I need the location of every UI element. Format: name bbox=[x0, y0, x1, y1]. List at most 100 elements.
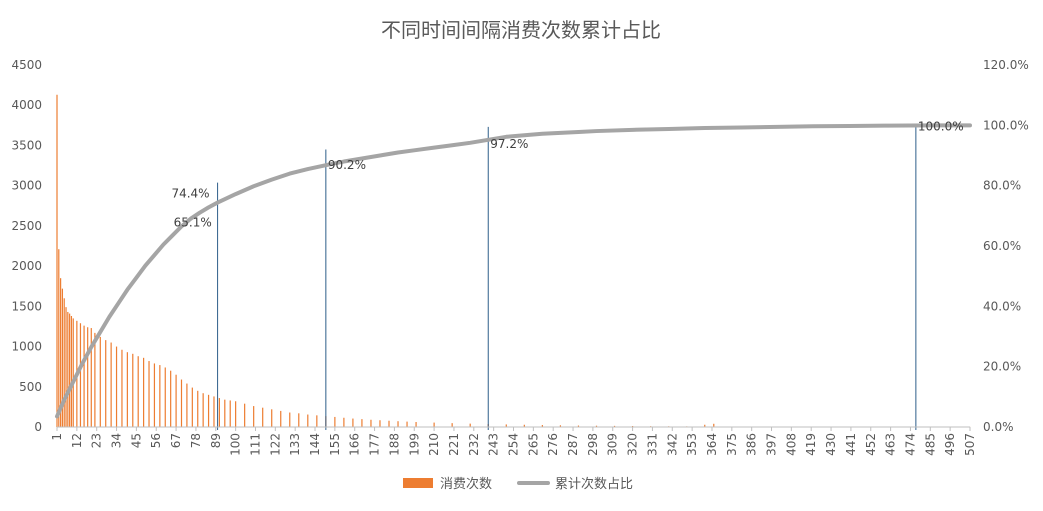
bar bbox=[224, 399, 226, 427]
bar bbox=[469, 423, 471, 427]
bar bbox=[298, 413, 300, 427]
x-tick-label: 177 bbox=[368, 433, 382, 456]
right-tick-label: 120.0% bbox=[983, 58, 1029, 72]
x-tick-label: 386 bbox=[745, 433, 759, 456]
bar bbox=[370, 419, 372, 427]
x-tick-label: 78 bbox=[189, 433, 203, 448]
left-tick-label: 3500 bbox=[11, 138, 42, 152]
data-label: 100.0% bbox=[918, 119, 964, 133]
x-tick-label: 309 bbox=[606, 433, 620, 456]
bar bbox=[90, 328, 92, 427]
x-tick-label: 320 bbox=[626, 433, 640, 456]
bar bbox=[170, 370, 172, 427]
x-tick-label: 419 bbox=[804, 433, 818, 456]
bar bbox=[137, 356, 139, 427]
x-tick-label: 67 bbox=[169, 433, 183, 448]
x-tick-label: 441 bbox=[844, 433, 858, 456]
x-tick-label: 485 bbox=[923, 433, 937, 456]
bar bbox=[110, 342, 112, 427]
bar bbox=[613, 425, 616, 427]
x-tick-label: 89 bbox=[209, 433, 223, 448]
right-tick-label: 60.0% bbox=[983, 239, 1021, 253]
bar bbox=[99, 336, 101, 427]
bar bbox=[280, 410, 282, 427]
x-tick-label: 111 bbox=[248, 433, 262, 456]
left-tick-label: 4500 bbox=[11, 58, 42, 72]
right-tick-label: 20.0% bbox=[983, 360, 1021, 374]
x-tick-label: 100 bbox=[229, 433, 243, 456]
bar bbox=[218, 398, 220, 427]
bar bbox=[397, 421, 399, 427]
line-series bbox=[55, 123, 972, 419]
x-tick-label: 474 bbox=[903, 433, 917, 456]
x-tick-label: 331 bbox=[645, 433, 659, 456]
x-tick-label: 199 bbox=[407, 433, 421, 456]
bar bbox=[67, 311, 69, 427]
right-axis: 0.0% 20.0% 40.0% 60.0% 80.0% 100.0% 120.0% bbox=[983, 58, 1029, 434]
bar bbox=[191, 387, 193, 427]
x-tick-label: 496 bbox=[943, 433, 957, 456]
x-tick-label: 45 bbox=[129, 433, 143, 448]
bar bbox=[289, 412, 291, 427]
legend-swatch-bar bbox=[403, 478, 433, 488]
x-tick-label: 254 bbox=[507, 433, 521, 456]
bar bbox=[186, 383, 188, 427]
bar bbox=[704, 424, 706, 427]
bar bbox=[343, 417, 345, 427]
bar bbox=[72, 318, 74, 427]
bar bbox=[379, 420, 381, 427]
bar bbox=[79, 323, 82, 427]
bar bbox=[262, 407, 264, 427]
x-tick-label: 265 bbox=[526, 433, 540, 456]
bar bbox=[115, 346, 118, 427]
x-tick-label: 375 bbox=[725, 433, 739, 456]
bar bbox=[56, 94, 58, 427]
bar bbox=[159, 365, 161, 427]
reference-lines bbox=[217, 123, 917, 430]
bar bbox=[505, 424, 507, 427]
x-tick-label: 221 bbox=[447, 433, 461, 456]
bar bbox=[577, 425, 580, 427]
bar bbox=[595, 425, 598, 427]
legend-label-bar: 消费次数 bbox=[440, 476, 492, 492]
legend-label-line: 累计次数占比 bbox=[555, 476, 633, 492]
bar-series bbox=[56, 94, 971, 427]
x-tick-label: 298 bbox=[586, 433, 600, 456]
data-label: 74.4% bbox=[171, 187, 209, 201]
x-tick-label: 452 bbox=[864, 433, 878, 456]
x-tick-label: 210 bbox=[427, 433, 441, 456]
bar bbox=[132, 353, 134, 427]
bar bbox=[713, 423, 715, 427]
bar bbox=[197, 390, 199, 427]
x-tick-label: 463 bbox=[884, 433, 898, 456]
x-tick-label: 34 bbox=[110, 433, 124, 448]
right-tick-label: 100.0% bbox=[983, 118, 1029, 132]
x-tick-label: 397 bbox=[765, 433, 779, 456]
x-tick-label: 188 bbox=[387, 433, 401, 456]
bar bbox=[415, 422, 417, 427]
x-tick-label: 12 bbox=[70, 433, 84, 448]
x-tick-label: 276 bbox=[546, 433, 560, 456]
x-tick-label: 144 bbox=[308, 433, 322, 456]
x-tick-label: 166 bbox=[348, 433, 362, 456]
bar bbox=[83, 325, 85, 427]
chart-title: 不同时间间隔消费次数累计占比 bbox=[381, 18, 661, 42]
bar bbox=[202, 393, 204, 427]
bar bbox=[69, 313, 71, 427]
left-tick-label: 1500 bbox=[11, 299, 42, 313]
bar bbox=[180, 379, 183, 427]
data-label: 90.2% bbox=[328, 158, 366, 172]
bar bbox=[153, 363, 156, 427]
bar bbox=[207, 394, 210, 427]
bar bbox=[253, 406, 255, 427]
bar bbox=[126, 352, 128, 427]
bar bbox=[121, 349, 123, 427]
left-axis: 0 500 1000 1500 2000 2500 3000 3500 4000 4500 bbox=[11, 58, 42, 434]
bar bbox=[229, 400, 231, 427]
bar bbox=[235, 401, 237, 427]
bar bbox=[433, 422, 435, 427]
x-tick-label: 430 bbox=[824, 433, 838, 456]
cumulative-line bbox=[55, 123, 972, 419]
x-tick-label: 364 bbox=[705, 433, 719, 456]
right-tick-label: 0.0% bbox=[983, 420, 1014, 434]
